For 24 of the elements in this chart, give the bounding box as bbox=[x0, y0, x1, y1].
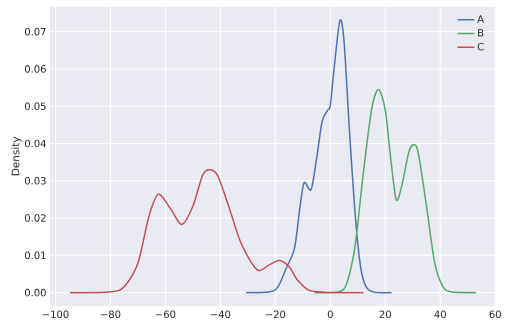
line-series bbox=[245, 20, 392, 294]
x-tick-label: −80 bbox=[101, 310, 120, 318]
y-tick-label: 0.00 bbox=[24, 288, 46, 296]
x-tick-label: −40 bbox=[210, 310, 230, 318]
x-tick-label: 60 bbox=[490, 310, 501, 318]
line-series bbox=[314, 88, 477, 294]
line-series bbox=[69, 168, 364, 294]
x-tick-label: −100 bbox=[42, 310, 69, 318]
y-tick-label: 0.07 bbox=[24, 28, 46, 36]
x-tick-label: 20 bbox=[380, 310, 391, 318]
x-tick-label: −60 bbox=[156, 310, 176, 318]
y-tick-label: 0.03 bbox=[24, 176, 46, 185]
legend-label: C bbox=[478, 42, 484, 50]
x-tick-label: 40 bbox=[434, 310, 446, 318]
y-tick-label: 0.02 bbox=[24, 214, 46, 222]
y-tick-label: 0.05 bbox=[24, 102, 46, 110]
legend-label: B bbox=[478, 29, 484, 36]
x-tick-label: −20 bbox=[266, 310, 286, 318]
x-tick-label: 0 bbox=[328, 310, 333, 318]
y-tick-label: 0.06 bbox=[24, 65, 46, 73]
y-tick-label: 0.01 bbox=[24, 252, 46, 260]
y-tick-label: 0.04 bbox=[24, 140, 46, 148]
y-axis-title: Density bbox=[11, 136, 22, 176]
legend-label: A bbox=[477, 15, 484, 23]
